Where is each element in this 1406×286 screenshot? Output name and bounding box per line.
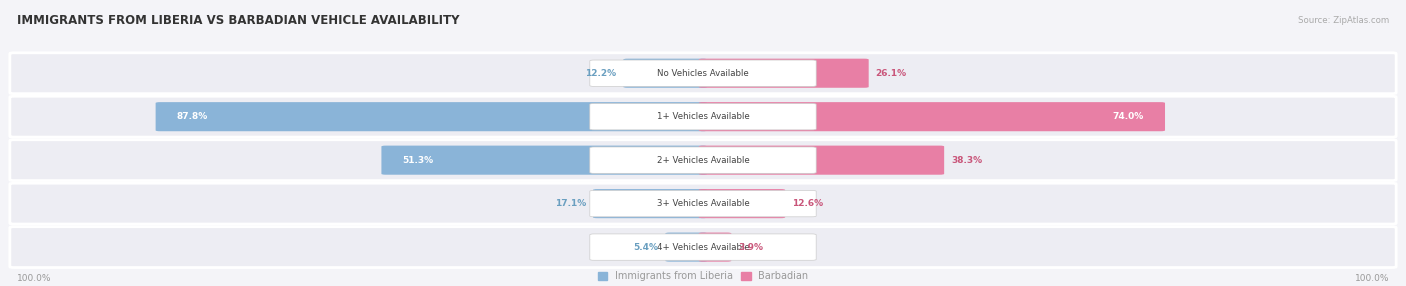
Text: 3+ Vehicles Available: 3+ Vehicles Available [657, 199, 749, 208]
FancyBboxPatch shape [591, 190, 815, 217]
FancyBboxPatch shape [665, 233, 707, 262]
Text: 74.0%: 74.0% [1112, 112, 1144, 121]
Legend: Immigrants from Liberia, Barbadian: Immigrants from Liberia, Barbadian [598, 271, 808, 281]
Text: 87.8%: 87.8% [177, 112, 208, 121]
Text: 1+ Vehicles Available: 1+ Vehicles Available [657, 112, 749, 121]
FancyBboxPatch shape [591, 60, 815, 86]
Text: No Vehicles Available: No Vehicles Available [657, 69, 749, 78]
Text: 2+ Vehicles Available: 2+ Vehicles Available [657, 156, 749, 165]
Text: 12.2%: 12.2% [585, 69, 616, 78]
Text: 26.1%: 26.1% [876, 69, 907, 78]
FancyBboxPatch shape [699, 102, 1166, 131]
Text: 17.1%: 17.1% [555, 199, 586, 208]
FancyBboxPatch shape [591, 147, 815, 173]
FancyBboxPatch shape [699, 233, 731, 262]
FancyBboxPatch shape [10, 96, 1396, 137]
FancyBboxPatch shape [156, 102, 707, 131]
Text: 5.4%: 5.4% [633, 243, 658, 252]
FancyBboxPatch shape [699, 189, 785, 218]
Text: IMMIGRANTS FROM LIBERIA VS BARBADIAN VEHICLE AVAILABILITY: IMMIGRANTS FROM LIBERIA VS BARBADIAN VEH… [17, 13, 460, 27]
Text: 100.0%: 100.0% [17, 274, 52, 283]
FancyBboxPatch shape [381, 146, 707, 175]
Text: 3.9%: 3.9% [738, 243, 763, 252]
FancyBboxPatch shape [10, 183, 1396, 224]
FancyBboxPatch shape [10, 140, 1396, 180]
FancyBboxPatch shape [699, 146, 945, 175]
FancyBboxPatch shape [699, 59, 869, 88]
FancyBboxPatch shape [591, 104, 815, 130]
FancyBboxPatch shape [10, 227, 1396, 267]
Text: 4+ Vehicles Available: 4+ Vehicles Available [657, 243, 749, 252]
FancyBboxPatch shape [591, 234, 815, 260]
Text: 12.6%: 12.6% [792, 199, 824, 208]
Text: Source: ZipAtlas.com: Source: ZipAtlas.com [1298, 15, 1389, 25]
Text: 51.3%: 51.3% [402, 156, 433, 165]
FancyBboxPatch shape [593, 189, 707, 218]
FancyBboxPatch shape [623, 59, 707, 88]
Text: 100.0%: 100.0% [1354, 274, 1389, 283]
FancyBboxPatch shape [10, 53, 1396, 94]
Text: 38.3%: 38.3% [952, 156, 983, 165]
